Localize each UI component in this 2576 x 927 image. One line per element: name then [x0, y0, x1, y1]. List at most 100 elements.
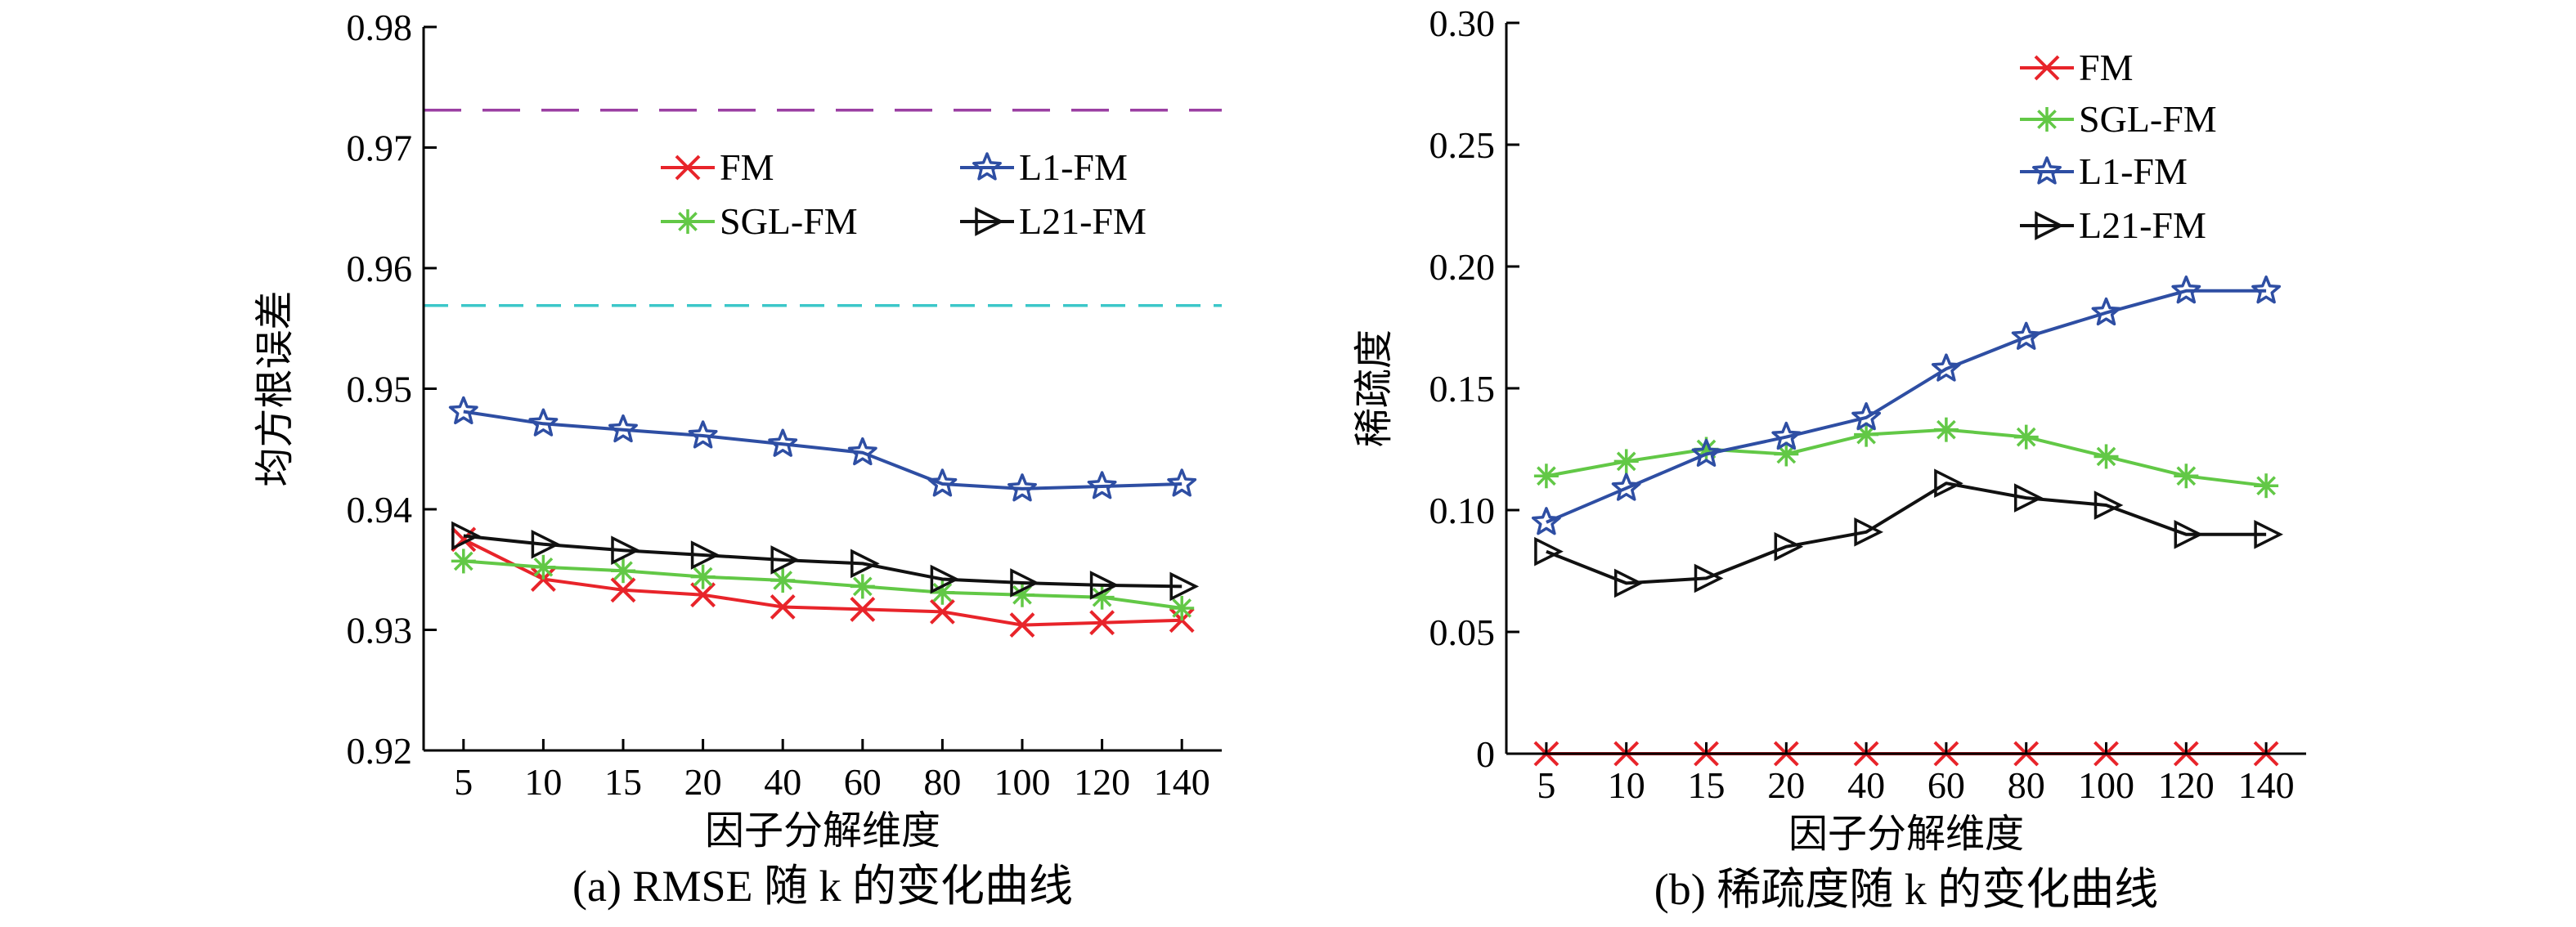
legend-item: FM — [661, 146, 774, 188]
series-line — [1546, 289, 2267, 524]
x-tick-label: 15 — [1688, 764, 1726, 806]
data-point — [930, 564, 960, 594]
data-point — [611, 535, 640, 565]
series-line — [463, 559, 1183, 610]
data-point — [1010, 568, 1039, 598]
data-point — [1774, 531, 1804, 562]
x-tick-label: 40 — [764, 761, 801, 803]
data-point — [2174, 519, 2204, 549]
y-tick-label: 0.97 — [347, 128, 413, 169]
series-l1-fm — [448, 396, 1197, 502]
data-point — [1613, 568, 1644, 598]
data-point — [927, 468, 958, 497]
x-tick-label: 10 — [1608, 764, 1645, 806]
series-l21-fm — [1534, 468, 2284, 598]
legend-item: SGL-FM — [2020, 98, 2217, 140]
legend-item: L21-FM — [960, 200, 1147, 242]
x-tick-label: 100 — [994, 761, 1051, 803]
legend-marker — [975, 207, 1004, 236]
data-point — [451, 549, 476, 574]
x-tick-label: 20 — [1767, 764, 1805, 806]
series-line — [463, 410, 1183, 490]
data-point — [768, 428, 798, 457]
caption: (a) RMSE 随 k 的变化曲线 — [572, 862, 1073, 911]
data-point — [770, 568, 796, 593]
data-point — [1694, 563, 1724, 593]
x-axis-label: 因子分解维度 — [1788, 813, 2024, 856]
data-point — [1691, 438, 1721, 467]
legend-marker — [675, 154, 701, 181]
legend-marker — [2034, 55, 2060, 81]
legend-marker — [2035, 211, 2064, 240]
x-tick-label: 10 — [524, 761, 562, 803]
legend: FM L1-FM SGL-FM L21-FM — [661, 146, 1147, 242]
legend-label: L1-FM — [2079, 150, 2188, 192]
data-point — [1087, 471, 1117, 499]
y-axis-label: 均方根误差 — [254, 290, 297, 486]
x-tick-label: 60 — [844, 761, 882, 803]
data-point — [1933, 417, 1959, 442]
legend-marker — [2032, 156, 2062, 185]
data-point — [2174, 464, 2199, 489]
legend-label: L21-FM — [1019, 200, 1147, 242]
x-tick-label: 100 — [2078, 764, 2134, 806]
x-tick-label: 5 — [454, 761, 473, 803]
y-tick-label: 0.98 — [347, 7, 413, 48]
x-tick-label: 120 — [2158, 764, 2215, 806]
x-tick-label: 80 — [2008, 764, 2045, 806]
data-point — [2251, 275, 2282, 304]
data-point — [1934, 468, 1963, 499]
data-point — [2013, 424, 2039, 450]
x-tick-label: 40 — [1847, 764, 1885, 806]
legend: FM SGL-FM L1-FM L21-FM — [2020, 47, 2217, 246]
y-tick-label: 0.93 — [347, 610, 413, 652]
series-sgl-fm — [451, 549, 1195, 620]
y-tick-label: 0.10 — [1429, 490, 1496, 531]
data-point — [850, 574, 875, 599]
legend-item: SGL-FM — [661, 200, 858, 242]
x-tick-label: 15 — [604, 761, 642, 803]
series-line — [462, 538, 1183, 627]
data-point — [850, 597, 876, 622]
data-point — [1169, 595, 1195, 620]
data-point — [610, 577, 636, 603]
chart-a-rmse: 0.92 0.93 0.94 0.95 0.96 0.97 0.98 5 10 15 20 40 60 8… — [254, 7, 1222, 911]
data-point — [451, 521, 481, 551]
data-point — [1169, 571, 1200, 602]
y-tick-label: 0.96 — [347, 248, 413, 289]
data-point — [1008, 473, 1037, 502]
y-tick-label: 0.25 — [1429, 124, 1496, 166]
y-tick-label: 0.92 — [347, 730, 413, 772]
legend-label: FM — [720, 146, 774, 188]
caption: (b) 稀疏度随 k 的变化曲线 — [1654, 865, 2158, 914]
data-point — [608, 414, 638, 443]
legend-label: SGL-FM — [720, 200, 858, 242]
data-point — [690, 582, 716, 608]
legend-item: L21-FM — [2020, 204, 2206, 246]
data-point — [1089, 610, 1115, 636]
x-tick-label: 80 — [923, 761, 961, 803]
data-point — [847, 437, 877, 466]
x-tick-label: 60 — [1928, 764, 1965, 806]
legend-item: L1-FM — [2020, 150, 2188, 192]
series-line — [463, 534, 1183, 589]
data-point — [2094, 490, 2124, 520]
x-tick-label: 140 — [1154, 761, 1210, 803]
y-tick-label: 0 — [1476, 733, 1495, 775]
data-point — [1089, 571, 1120, 600]
data-point — [531, 529, 561, 559]
data-point — [1009, 612, 1035, 638]
series-sgl-fm — [1533, 417, 2279, 499]
x-tick-label: 5 — [1537, 764, 1555, 806]
legend-label: SGL-FM — [2079, 98, 2217, 140]
legend-label: L1-FM — [1019, 146, 1128, 188]
x-axis-label: 因子分解维度 — [705, 809, 940, 853]
data-point — [1534, 536, 1564, 566]
data-point — [2011, 321, 2041, 350]
data-point — [448, 396, 478, 425]
y-tick-label: 0.94 — [347, 489, 413, 531]
data-point — [611, 558, 635, 584]
data-point — [1851, 402, 1882, 431]
data-point — [688, 420, 718, 449]
series-l1-fm — [1531, 275, 2282, 535]
